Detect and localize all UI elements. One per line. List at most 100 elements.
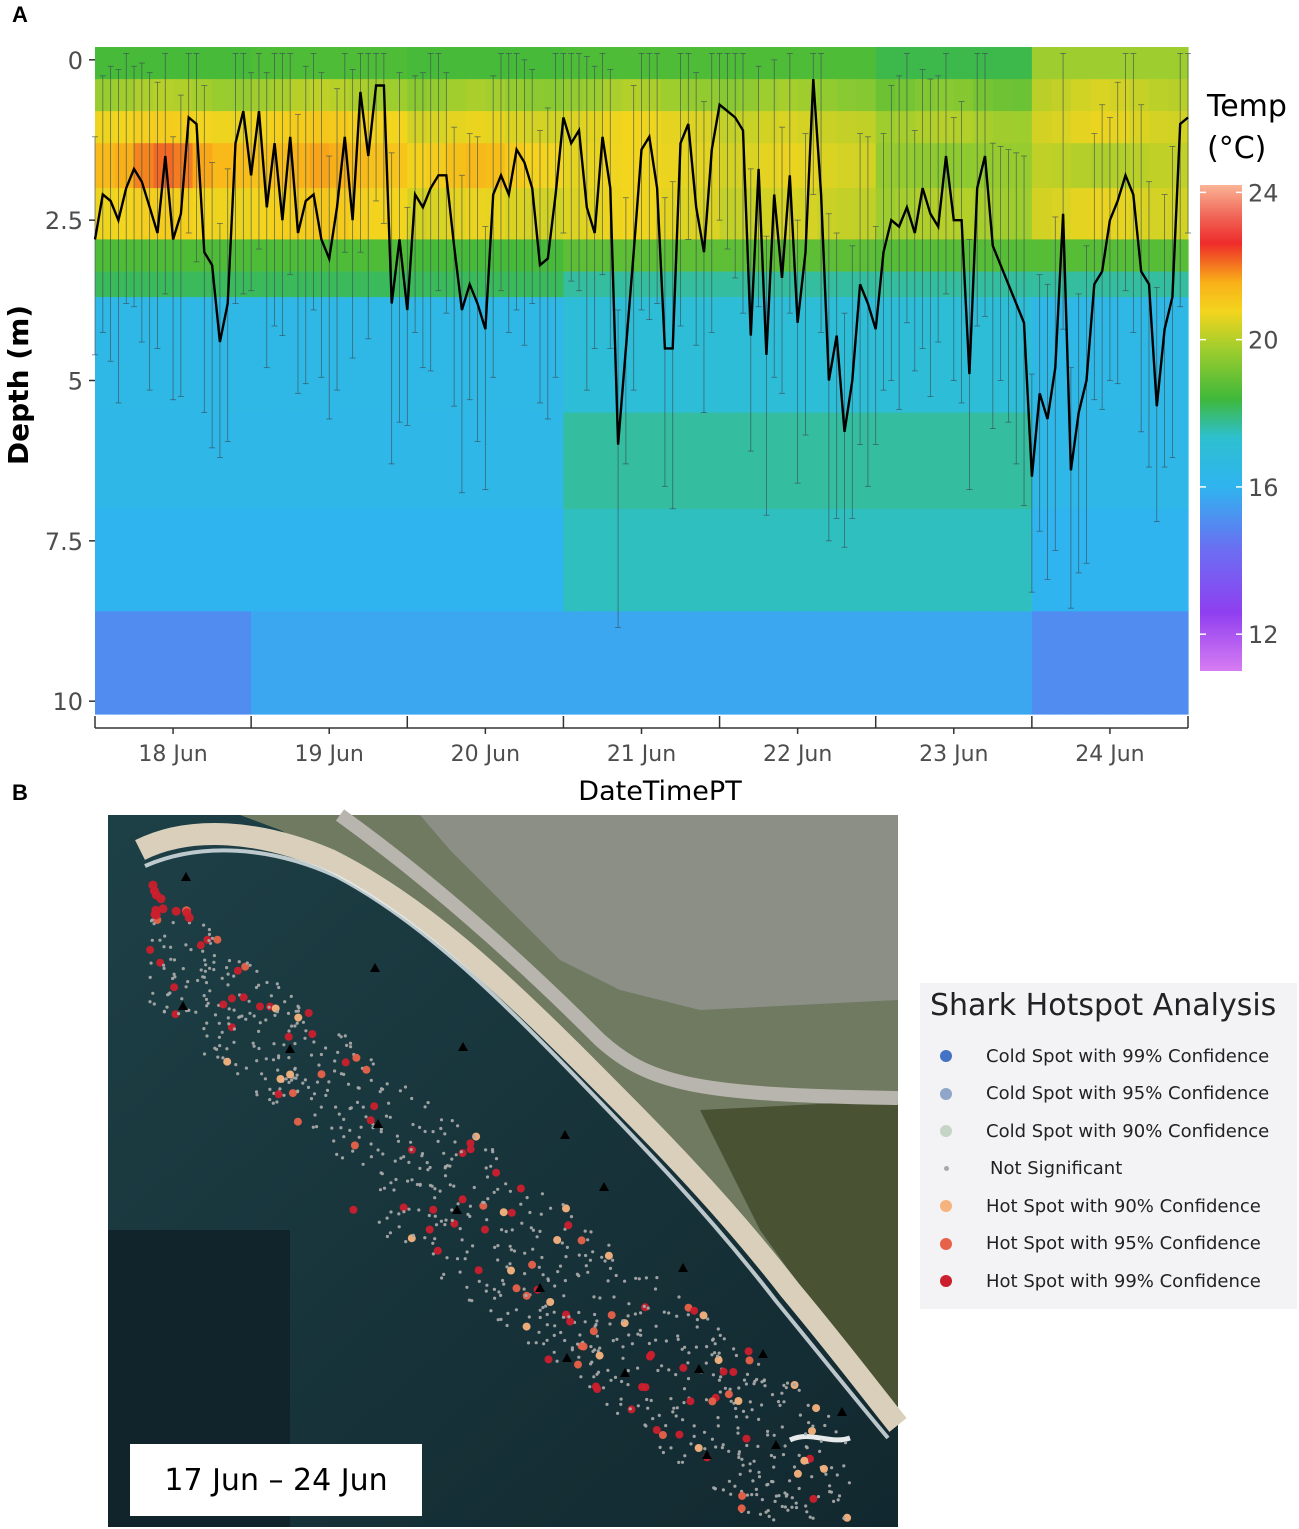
hotspot-point: [342, 1072, 346, 1076]
hotspot-point: [531, 1228, 536, 1232]
hotspot-point: [337, 1033, 341, 1037]
heat-cell: [504, 412, 525, 510]
hotspot-point: [263, 1077, 267, 1081]
hotspot-point: [427, 1213, 431, 1218]
hotspot-point: [465, 1285, 469, 1289]
heat-cell: [114, 508, 135, 612]
heat-cell: [251, 508, 272, 612]
heat-cell: [153, 271, 174, 298]
hotspot-point: [309, 1053, 314, 1057]
heat-cell: [1031, 412, 1052, 510]
legend-label: Cold Spot with 95% Confidence: [986, 1083, 1270, 1104]
hotspot-point: [208, 966, 212, 970]
heat-cell: [836, 111, 857, 144]
hotspot-point: [774, 1494, 779, 1498]
heat-cell: [719, 412, 740, 510]
heat-cell: [778, 508, 799, 612]
hotspot-point: [431, 1241, 435, 1245]
hotspot-point: [727, 1479, 732, 1483]
hotspot-point: [546, 1298, 555, 1306]
heat-cell: [329, 47, 350, 80]
hotspot-point: [636, 1332, 640, 1336]
hotspot-point: [811, 1516, 815, 1520]
hotspot-point: [492, 1287, 496, 1291]
hotspot-point: [181, 967, 185, 971]
hotspot-point: [794, 1501, 798, 1505]
hotspot-point: [717, 1378, 722, 1382]
heat-cell: [1149, 47, 1170, 80]
hotspot-point: [237, 960, 241, 964]
hotspot-point: [271, 1058, 276, 1062]
hotspot-point: [810, 1475, 814, 1479]
heat-cell: [1090, 143, 1111, 189]
hotspot-point: [315, 1080, 320, 1084]
heat-cell: [973, 79, 994, 112]
hotspot-point: [842, 1464, 846, 1468]
hotspot-point: [605, 1402, 609, 1406]
heat-cell: [173, 188, 194, 240]
hotspot-point: [710, 1437, 715, 1441]
hotspot-point: [309, 1097, 314, 1101]
heat-cell: [1168, 188, 1189, 240]
heat-cell: [153, 239, 174, 273]
hotspot-point: [566, 1317, 575, 1326]
heat-cell: [485, 47, 506, 80]
hotspot-point: [567, 1315, 571, 1319]
hotspot-point: [649, 1398, 653, 1403]
heat-cell: [953, 188, 974, 240]
hotspot-point: [584, 1253, 588, 1258]
hotspot-point: [463, 1257, 467, 1261]
heat-cell: [973, 508, 994, 612]
heat-cell: [426, 412, 447, 510]
heat-cell: [641, 508, 662, 612]
heat-cell: [192, 79, 213, 112]
hotspot-point: [327, 1080, 331, 1084]
heat-cell: [875, 239, 896, 273]
heat-cell: [661, 47, 682, 80]
hotspot-point: [634, 1276, 638, 1280]
legend-label: Cold Spot with 90% Confidence: [986, 1120, 1270, 1142]
heat-cell: [680, 412, 701, 510]
heat-cell: [485, 508, 506, 612]
hotspot-point: [598, 1346, 602, 1350]
hotspot-point: [721, 1488, 726, 1492]
hotspot-point: [150, 938, 154, 942]
legend-swatch: [940, 1275, 952, 1287]
hotspot-point: [526, 1341, 531, 1345]
heat-cell: [1090, 412, 1111, 510]
heat-cell: [329, 611, 350, 715]
heat-cell: [134, 79, 155, 112]
hotspot-point: [212, 968, 216, 972]
y-tick-label: 0: [68, 47, 83, 75]
heat-cell: [446, 143, 467, 189]
heat-cell: [914, 508, 935, 612]
heat-cell: [973, 111, 994, 144]
heat-cell: [992, 611, 1013, 715]
heat-cell: [778, 297, 799, 414]
hotspot-point: [277, 1056, 281, 1060]
heat-cell: [465, 508, 486, 612]
hotspot-point: [835, 1473, 839, 1477]
heat-cell: [114, 47, 135, 80]
hotspot-point: [718, 1333, 722, 1337]
heat-cell: [173, 143, 194, 189]
hotspot-point: [621, 1356, 625, 1360]
hotspot-point: [205, 1034, 209, 1038]
hotspot-point: [537, 1265, 541, 1269]
heat-cell: [426, 111, 447, 144]
heat-cell: [934, 297, 955, 414]
hotspot-point: [679, 1363, 688, 1372]
hotspot-point: [430, 1184, 434, 1188]
hotspot-point: [268, 1098, 272, 1102]
heat-cell: [231, 239, 252, 273]
receiver-marker: [452, 1205, 462, 1214]
hotspot-point: [664, 1424, 668, 1428]
hotspot-point: [227, 994, 236, 1003]
heat-cell: [719, 79, 740, 112]
hotspot-point: [807, 1421, 811, 1425]
heat-cell: [485, 297, 506, 414]
heat-cell: [739, 188, 760, 240]
hotspot-point: [342, 1135, 346, 1139]
heat-cell: [700, 271, 721, 298]
hotspot-point: [734, 1406, 738, 1411]
